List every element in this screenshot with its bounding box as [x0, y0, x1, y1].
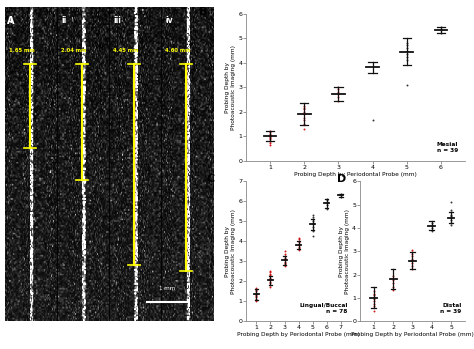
Text: A: A: [7, 16, 14, 27]
Text: 1.65 mm: 1.65 mm: [9, 48, 35, 53]
Text: ii: ii: [61, 16, 66, 25]
Text: Lingual/Buccal
n = 78: Lingual/Buccal n = 78: [299, 303, 347, 314]
Text: C: C: [207, 174, 215, 185]
X-axis label: Probing Depth by Periodontal Probe (mm): Probing Depth by Periodontal Probe (mm): [351, 332, 474, 337]
Text: iii: iii: [113, 16, 121, 25]
Text: 4.45 mm: 4.45 mm: [113, 48, 139, 53]
Text: Mesial
n = 39: Mesial n = 39: [437, 142, 458, 153]
Text: 2.04 mm: 2.04 mm: [61, 48, 87, 53]
X-axis label: Probing Depth by Periodontal Probe (mm): Probing Depth by Periodontal Probe (mm): [237, 332, 360, 337]
Text: D: D: [337, 174, 346, 185]
Text: 1 mm: 1 mm: [159, 286, 175, 291]
Text: iv: iv: [165, 16, 173, 25]
Text: B: B: [199, 7, 207, 17]
Y-axis label: Probing Depth by
Photoacoustic Imaging (mm): Probing Depth by Photoacoustic Imaging (…: [226, 45, 236, 130]
Y-axis label: Probing Depth by
Photoacoustic Imaging (mm): Probing Depth by Photoacoustic Imaging (…: [339, 209, 350, 294]
Text: 4.60 mm: 4.60 mm: [165, 48, 191, 53]
Y-axis label: Probing Depth by
Photoacoustic Imaging (mm): Probing Depth by Photoacoustic Imaging (…: [226, 209, 236, 294]
X-axis label: Probing Depth by Periodontal Probe (mm): Probing Depth by Periodontal Probe (mm): [294, 172, 417, 177]
Text: i: i: [9, 16, 11, 25]
Text: Distal
n = 39: Distal n = 39: [440, 303, 461, 314]
